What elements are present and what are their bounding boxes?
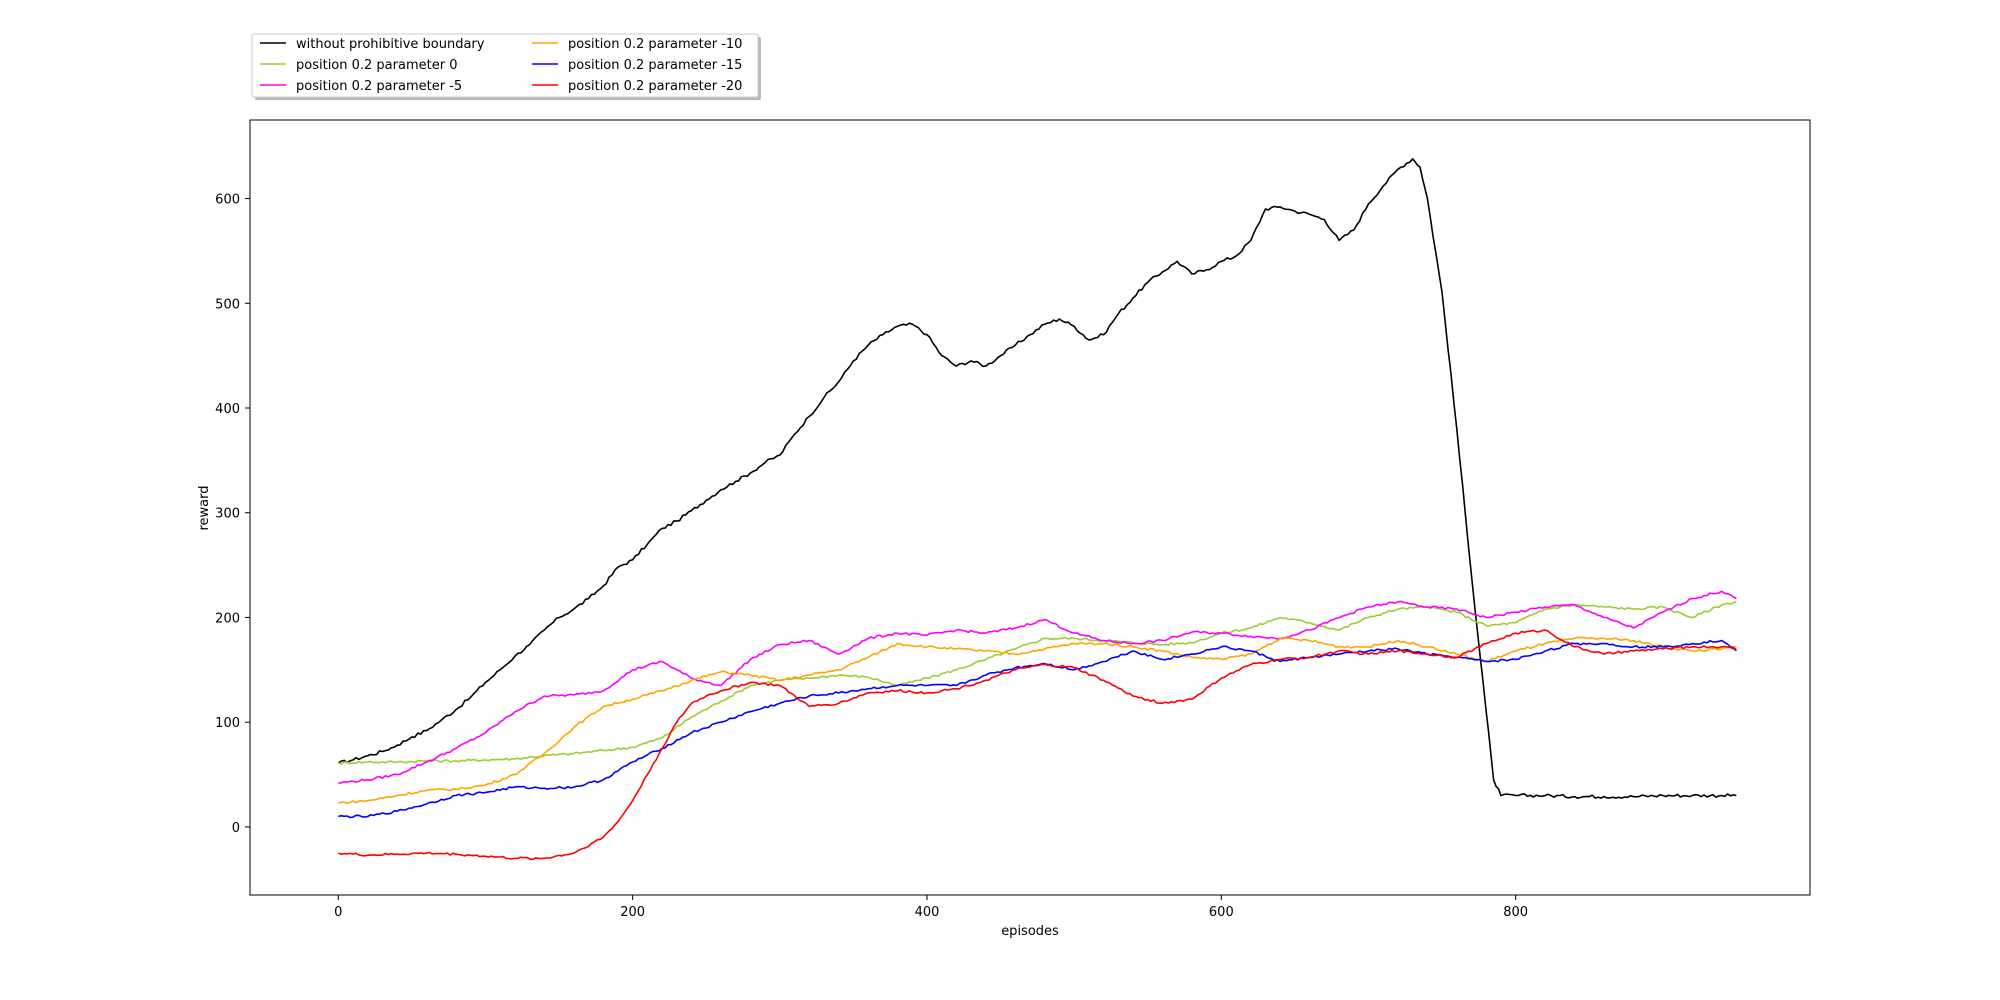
legend-frame <box>251 33 759 98</box>
y-axis-ticks: 0 100 200 300 400 500 600 <box>215 193 250 836</box>
y-tick-label-3: 300 <box>215 507 240 522</box>
legend-label-4: position 0.2 parameter -15 <box>568 58 742 73</box>
x-tick-label-3: 600 <box>1209 905 1234 920</box>
legend-label-1: position 0.2 parameter 0 <box>296 58 457 73</box>
y-tick-label-6: 600 <box>215 193 240 208</box>
series-line-5 <box>337 629 1737 861</box>
series-line-3 <box>338 636 1737 805</box>
x-axis-ticks: 0 200 400 600 800 <box>334 895 1528 920</box>
plot-lines <box>337 158 1737 861</box>
legend-label-5: position 0.2 parameter -20 <box>568 79 742 94</box>
series-line-0 <box>337 158 1737 800</box>
y-tick-label-2: 200 <box>215 611 240 626</box>
legend: without prohibitive boundary position 0.2… <box>251 33 761 100</box>
legend-label-2: position 0.2 parameter -5 <box>296 79 462 94</box>
y-axis-label: reward <box>197 485 212 530</box>
legend-label-0: without prohibitive boundary <box>296 37 485 52</box>
y-tick-label-4: 400 <box>215 402 240 417</box>
legend-entries: without prohibitive boundary position 0.2… <box>260 37 742 94</box>
series-line-2 <box>338 590 1737 784</box>
legend-label-3: position 0.2 parameter -10 <box>568 37 742 52</box>
y-tick-label-0: 0 <box>232 821 240 836</box>
y-tick-label-1: 100 <box>215 716 240 731</box>
x-tick-label-2: 400 <box>915 905 940 920</box>
x-axis-label: episodes <box>1001 924 1059 939</box>
series-line-1 <box>338 601 1737 765</box>
plot-frame <box>249 119 1811 896</box>
y-tick-label-5: 500 <box>215 297 240 312</box>
x-tick-label-4: 800 <box>1503 905 1528 920</box>
x-tick-label-1: 200 <box>620 905 645 920</box>
x-tick-label-0: 0 <box>334 905 342 920</box>
series-line-4 <box>338 639 1737 819</box>
